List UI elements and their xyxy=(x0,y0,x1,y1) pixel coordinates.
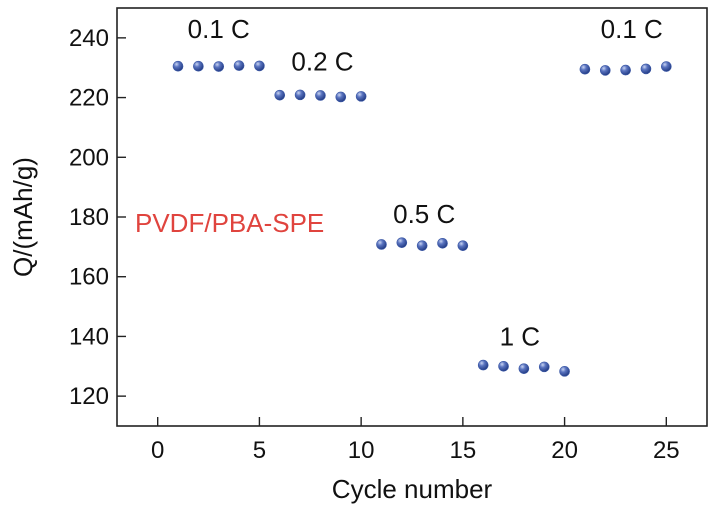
data-point xyxy=(172,60,184,72)
y-tick-label: 140 xyxy=(69,323,109,350)
x-tick-label: 10 xyxy=(348,437,375,464)
x-axis-tick-labels: 0 5 10 15 20 25 xyxy=(151,437,680,464)
y-tick-label: 180 xyxy=(69,204,109,231)
rate-annotations: 0.1 C 0.2 C 0.5 C 1 C 0.1 C xyxy=(188,14,663,352)
rate-label: 0.1 C xyxy=(601,14,663,44)
data-point xyxy=(416,240,428,251)
data-point xyxy=(294,89,306,101)
y-tick-label: 120 xyxy=(69,383,109,410)
x-tick-label: 15 xyxy=(450,437,477,464)
data-point xyxy=(640,63,652,75)
data-point xyxy=(599,65,611,76)
y-axis-ticks xyxy=(117,37,126,397)
rate-label: 1 C xyxy=(500,321,540,351)
data-points xyxy=(172,60,672,377)
data-point xyxy=(254,60,265,72)
data-point xyxy=(274,89,286,101)
data-point xyxy=(376,239,387,250)
data-point xyxy=(457,240,469,251)
y-axis-tick-labels: 120 140 160 180 200 220 240 xyxy=(69,25,109,410)
data-point xyxy=(335,91,347,103)
data-point xyxy=(213,61,225,72)
data-point xyxy=(396,237,408,248)
data-point xyxy=(518,363,530,374)
y-tick-label: 240 xyxy=(69,25,109,52)
data-point xyxy=(315,90,326,101)
data-point xyxy=(498,360,509,372)
data-point xyxy=(579,63,591,75)
data-point xyxy=(193,60,204,72)
rate-label: 0.1 C xyxy=(188,14,250,44)
x-tick-label: 5 xyxy=(253,437,266,464)
y-tick-label: 220 xyxy=(69,85,109,112)
x-axis-ticks xyxy=(156,417,668,426)
data-point xyxy=(355,91,367,102)
data-point xyxy=(661,61,672,72)
x-tick-label: 20 xyxy=(551,437,578,464)
data-point xyxy=(233,60,245,71)
data-point xyxy=(538,361,550,373)
x-tick-label: 25 xyxy=(653,437,680,464)
y-tick-label: 200 xyxy=(69,144,109,171)
data-point xyxy=(559,366,570,377)
y-tick-label: 160 xyxy=(69,264,109,291)
x-axis-title: Cycle number xyxy=(332,474,493,504)
rate-label: 0.5 C xyxy=(393,199,455,229)
rate-label: 0.2 C xyxy=(291,47,353,77)
x-tick-label: 0 xyxy=(151,437,164,464)
data-point xyxy=(437,237,448,249)
data-point xyxy=(620,64,631,76)
y-axis-title: Q/(mAh/g) xyxy=(8,157,38,277)
data-point xyxy=(477,359,489,371)
legend-label: PVDF/PBA-SPE xyxy=(135,208,324,238)
